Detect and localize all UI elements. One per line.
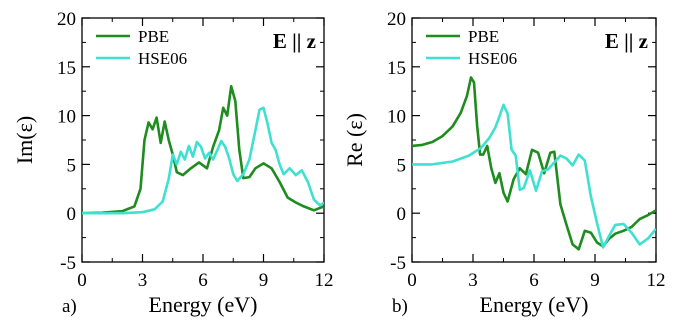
- y-tick-label: 0: [67, 204, 77, 225]
- legend-label-pbe: PBE: [138, 27, 169, 46]
- y-tick-label: 10: [57, 107, 76, 128]
- field-direction-annotation: E || z: [273, 29, 316, 53]
- y-axis-label: Re (ε): [342, 113, 367, 167]
- x-tick-label: 12: [647, 270, 666, 291]
- panel-label: a): [62, 296, 77, 317]
- x-tick-label: 6: [198, 270, 208, 291]
- legend-label-pbe: PBE: [468, 27, 499, 46]
- y-tick-label: 0: [397, 204, 407, 225]
- x-tick-label: 0: [407, 270, 417, 291]
- plot-frame: [81, 17, 325, 263]
- x-tick-label: 0: [77, 270, 87, 291]
- field-direction-annotation: E || z: [605, 29, 648, 53]
- y-tick-label: -5: [390, 253, 406, 274]
- y-tick-label: 5: [67, 155, 77, 176]
- legend-label-hse06: HSE06: [468, 49, 517, 68]
- x-tick-label: 9: [259, 270, 269, 291]
- y-tick-label: 20: [387, 9, 406, 30]
- y-axis-label: Im(ε): [12, 116, 37, 164]
- x-axis-label: Energy (eV): [149, 292, 258, 317]
- series-line-pbe: [82, 85, 324, 215]
- y-tick-label: 15: [57, 58, 76, 79]
- y-tick-label: 5: [397, 155, 407, 176]
- y-tick-label: 20: [57, 9, 76, 30]
- series-line-hse06: [412, 103, 656, 249]
- x-axis-label: Energy (eV): [480, 292, 589, 317]
- x-tick-label: 12: [315, 270, 334, 291]
- legend-label-hse06: HSE06: [138, 49, 187, 68]
- y-tick-label: -5: [60, 253, 76, 274]
- y-tick-label: 15: [387, 58, 406, 79]
- x-tick-label: 3: [468, 270, 478, 291]
- y-tick-label: 10: [387, 107, 406, 128]
- x-tick-label: 3: [138, 270, 148, 291]
- series-line-hse06: [82, 106, 324, 215]
- x-tick-label: 6: [529, 270, 539, 291]
- panel-label: b): [392, 296, 408, 317]
- x-tick-label: 9: [590, 270, 600, 291]
